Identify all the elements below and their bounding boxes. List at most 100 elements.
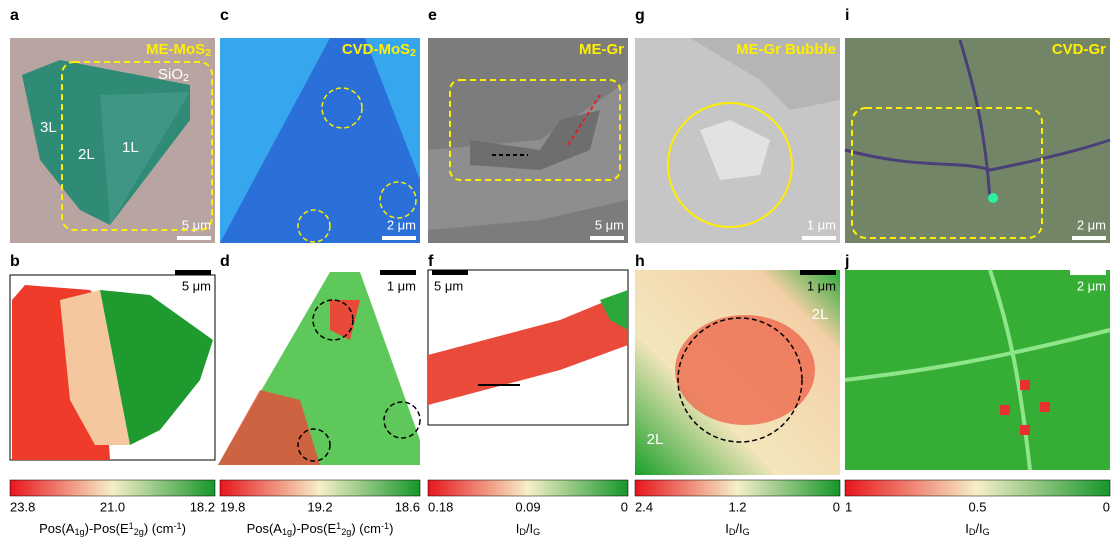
colorbar-tick-label: 19.8 bbox=[220, 499, 245, 514]
scale-bar bbox=[800, 270, 836, 275]
scale-bar bbox=[432, 270, 468, 275]
panel-letter: j bbox=[844, 253, 849, 270]
colorbar-tick-label: 0.5 bbox=[968, 499, 986, 514]
scale-bar bbox=[175, 270, 211, 275]
text-part: SiO bbox=[158, 66, 183, 83]
panel-letter: d bbox=[220, 253, 230, 270]
subscript: G bbox=[983, 527, 990, 537]
image-i bbox=[845, 38, 1110, 243]
text-part: /I bbox=[975, 521, 982, 536]
text-part: Pos(A bbox=[39, 521, 75, 536]
colorbar-tick-label: 21.0 bbox=[100, 499, 125, 514]
map-b bbox=[10, 275, 215, 460]
scale-label: 2 μm bbox=[387, 217, 416, 232]
subscript: 2 bbox=[183, 72, 189, 84]
map-j bbox=[845, 270, 1110, 470]
subscript: 2 bbox=[410, 47, 416, 59]
scale-label: 5 μm bbox=[434, 278, 463, 293]
scale-label: 5 μm bbox=[595, 217, 624, 232]
superscript: -1 bbox=[173, 521, 181, 531]
image-c bbox=[220, 38, 420, 243]
scale-bar bbox=[177, 236, 211, 240]
region-label: 3L bbox=[40, 119, 57, 136]
map-d bbox=[218, 272, 420, 465]
image-e bbox=[428, 38, 628, 243]
colorbar-tick-label: 1.2 bbox=[728, 499, 746, 514]
colorbar-title: ID/IG bbox=[516, 521, 541, 536]
colorbar-title: Pos(A1g)-Pos(E12g) (cm-1) bbox=[247, 521, 394, 536]
colorbar-title: Pos(A1g)-Pos(E12g) (cm-1) bbox=[39, 521, 186, 536]
map-h bbox=[635, 270, 840, 475]
panel-letter: g bbox=[635, 7, 645, 24]
text-part: CVD-Gr bbox=[1052, 41, 1106, 58]
colorbar-tick-label: 0 bbox=[1103, 499, 1110, 514]
colorbar bbox=[10, 480, 215, 496]
panel-letter: b bbox=[10, 253, 20, 270]
text-part: ) bbox=[389, 521, 393, 536]
subscript: 2g bbox=[341, 527, 351, 537]
colorbar-tick-label: 18.6 bbox=[395, 499, 420, 514]
scale-label: 5 μm bbox=[182, 278, 211, 293]
text-part: )-Pos(E bbox=[292, 521, 336, 536]
colorbar-tick-label: 0 bbox=[621, 499, 628, 514]
scale-bar bbox=[590, 236, 624, 240]
panel-letter: h bbox=[635, 253, 645, 270]
scale-bar bbox=[1072, 236, 1106, 240]
text-part: /I bbox=[526, 521, 533, 536]
panel-title: ME-MoS2 bbox=[146, 41, 211, 59]
text-part: ) bbox=[182, 521, 186, 536]
panel-letter: e bbox=[428, 7, 437, 24]
colorbar-tick-label: 0.18 bbox=[428, 499, 453, 514]
subscript: 2g bbox=[134, 527, 144, 537]
panel-title: ME-Gr bbox=[579, 41, 624, 58]
scale-bar bbox=[382, 236, 416, 240]
subscript: G bbox=[533, 527, 540, 537]
text-part: ) (cm bbox=[351, 521, 381, 536]
colorbar-tick-label: 23.8 bbox=[10, 499, 35, 514]
subscript: 1g bbox=[282, 527, 292, 537]
scale-bar bbox=[1070, 270, 1106, 275]
colorbar-title: ID/IG bbox=[725, 521, 750, 536]
scale-label: 1 μm bbox=[807, 278, 836, 293]
superscript: -1 bbox=[381, 521, 389, 531]
subscript: 1g bbox=[74, 527, 84, 537]
region-label: 1L bbox=[122, 139, 139, 156]
colorbar-title: ID/IG bbox=[965, 521, 990, 536]
colorbar-tick-label: 0 bbox=[833, 499, 840, 514]
scale-label: 1 μm bbox=[387, 278, 416, 293]
scale-label: 2 μm bbox=[1077, 217, 1106, 232]
region-label: 2L bbox=[78, 146, 95, 163]
text-part: Pos(A bbox=[247, 521, 283, 536]
colorbar-tick-label: 18.2 bbox=[190, 499, 215, 514]
text-part: ME-Gr Bubble bbox=[736, 41, 836, 58]
colorbar-tick-label: 0.09 bbox=[515, 499, 540, 514]
region-label: 2L bbox=[647, 431, 664, 448]
colorbar-tick-label: 1 bbox=[845, 499, 852, 514]
colorbar bbox=[428, 480, 628, 496]
panel-letter: a bbox=[10, 7, 19, 24]
region-label: 2L bbox=[812, 306, 829, 323]
text-part: ME-Gr bbox=[579, 41, 624, 58]
scale-bar bbox=[380, 270, 416, 275]
colorbar-tick-label: 19.2 bbox=[307, 499, 332, 514]
panel-letter: c bbox=[220, 7, 229, 24]
text-part: ME-MoS bbox=[146, 41, 205, 58]
image-g bbox=[635, 38, 840, 243]
scale-label: 2 μm bbox=[1077, 278, 1106, 293]
panel-title: CVD-MoS2 bbox=[342, 41, 416, 59]
text-part: ) (cm bbox=[144, 521, 174, 536]
subscript: 2 bbox=[205, 47, 211, 59]
panel-title: CVD-Gr bbox=[1052, 41, 1106, 58]
text-part: CVD-MoS bbox=[342, 41, 410, 58]
figure: aME-MoS25 μmcCVD-MoS22 μmeME-Gr5 μmgME-G… bbox=[0, 0, 1117, 542]
scale-label: 1 μm bbox=[807, 217, 836, 232]
scale-label: 5 μm bbox=[182, 217, 211, 232]
colorbar bbox=[635, 480, 840, 496]
colorbar bbox=[220, 480, 420, 496]
colorbar-tick-label: 2.4 bbox=[635, 499, 653, 514]
text-part: /I bbox=[735, 521, 742, 536]
image-a bbox=[10, 38, 215, 243]
scale-bar bbox=[802, 236, 836, 240]
panel-letter: f bbox=[428, 253, 434, 270]
panel-letter: i bbox=[845, 7, 849, 24]
